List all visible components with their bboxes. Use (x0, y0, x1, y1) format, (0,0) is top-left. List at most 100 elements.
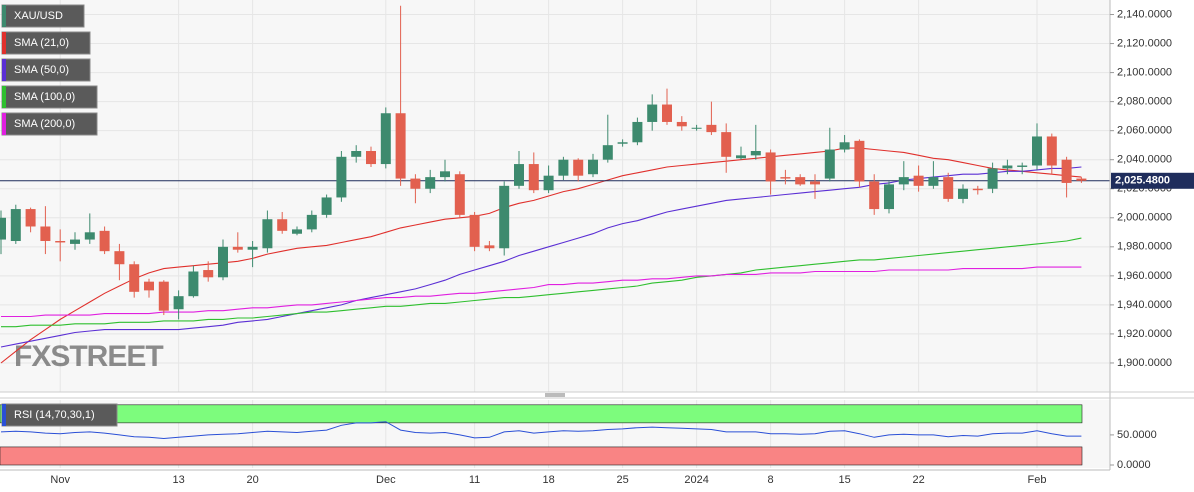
candle-body (780, 177, 791, 179)
candle-body (736, 155, 746, 159)
x-tick-label: 22 (912, 474, 924, 486)
x-tick-label: 20 (246, 474, 258, 486)
legend-swatch (2, 404, 6, 426)
candles (0, 5, 1087, 320)
sma-lines (0, 147, 1110, 364)
candle-body (721, 132, 732, 157)
sma-line (1, 266, 1082, 318)
candle-body (765, 152, 776, 182)
x-tick-label: 8 (768, 474, 774, 486)
legend-label: SMA (21,0) (14, 37, 69, 49)
candle-body (469, 214, 480, 247)
candle-body (55, 241, 66, 243)
candle-body (425, 177, 436, 189)
candle-body (40, 226, 51, 242)
x-tick-label: Nov (50, 474, 70, 486)
oversold-band (0, 446, 1083, 466)
legend-label: SMA (100,0) (14, 91, 75, 103)
y-tick-label: 1,940.0000 (1117, 299, 1172, 311)
candle-body (854, 140, 865, 182)
legend: XAU/USD SMA (21,0) SMA (50,0) SMA (100,0) SM… (1, 4, 118, 427)
candle-body (662, 104, 672, 122)
candle-body (454, 174, 465, 215)
candle-body (691, 127, 702, 129)
candle-body (25, 209, 36, 227)
candle-body (543, 175, 554, 191)
candle-body (218, 246, 228, 278)
candle-body (366, 150, 376, 165)
candle-body (928, 177, 939, 186)
candle-body (114, 251, 125, 265)
candle-body (380, 113, 391, 165)
sma-line (0, 147, 1082, 364)
candle-body (676, 121, 687, 127)
candle-body (306, 214, 317, 230)
candle-body (336, 156, 347, 198)
x-tick-label: 13 (172, 474, 184, 486)
candle-body (987, 168, 998, 189)
legend-label: RSI (14,70,30,1) (14, 409, 95, 421)
rsi-line (0, 421, 1082, 440)
candle-body (292, 229, 302, 234)
candle-body (1061, 159, 1072, 183)
candle-body (203, 270, 214, 278)
candle-body (158, 281, 169, 311)
candle-body (440, 171, 450, 178)
candle-body (499, 185, 510, 249)
x-tick-label: 15 (838, 474, 850, 486)
x-tick-label: 18 (542, 474, 554, 486)
y-tick-label: 0.0000 (1117, 459, 1151, 471)
candle-body (129, 264, 140, 292)
candle-body (839, 142, 850, 150)
y-tick-label: 2,100.0000 (1117, 66, 1172, 78)
candle-body (588, 159, 598, 175)
candle-body (188, 271, 199, 297)
candle-body (528, 164, 539, 191)
candle-body (173, 296, 184, 310)
divider-handle[interactable] (545, 393, 565, 397)
candle-body (70, 239, 80, 244)
candle-body (884, 184, 894, 210)
y-tick-label: 2,000.0000 (1117, 212, 1172, 224)
y-tick-label: 2,060.0000 (1117, 125, 1172, 137)
legend-swatch (2, 32, 6, 54)
candle-body (943, 177, 954, 199)
candle-body (247, 246, 258, 250)
y-tick-label: 1,960.0000 (1117, 270, 1172, 282)
rsi-bands (0, 404, 1083, 466)
candle-body (602, 145, 613, 160)
candle-body (0, 217, 6, 240)
candle-body (410, 178, 421, 189)
candle-body (617, 142, 628, 144)
last-price-label: 2,025.4800 (1115, 175, 1170, 187)
legend-label: XAU/USD (14, 10, 63, 22)
candle-body (395, 113, 406, 179)
x-tick-label: 2024 (684, 474, 708, 486)
candle-body (706, 124, 717, 133)
candle-body (558, 159, 569, 176)
candle-body (869, 181, 880, 210)
candle-body (632, 121, 643, 143)
candle-body (795, 177, 806, 185)
candle-body (321, 197, 332, 215)
last-price-box (1111, 172, 1194, 189)
candle-body (10, 209, 21, 242)
legend-label: SMA (50,0) (14, 64, 69, 76)
candle-body (647, 104, 658, 122)
candle-body (1046, 136, 1057, 166)
candle-body (84, 232, 95, 240)
rsi-line (0, 421, 1082, 440)
y-tick-label: 2,080.0000 (1117, 96, 1172, 108)
legend-swatch (2, 5, 6, 27)
watermark: FXSTREET (14, 340, 163, 373)
candle-body (232, 246, 243, 250)
candle-body (484, 245, 495, 249)
candle-body (144, 281, 154, 291)
candle-body (1002, 165, 1013, 169)
y-tick-label: 1,900.0000 (1117, 357, 1172, 369)
candle-body (898, 177, 909, 185)
candle-body (1017, 165, 1028, 167)
legend-swatch (2, 59, 6, 81)
legend-label: SMA (200,0) (14, 118, 75, 130)
